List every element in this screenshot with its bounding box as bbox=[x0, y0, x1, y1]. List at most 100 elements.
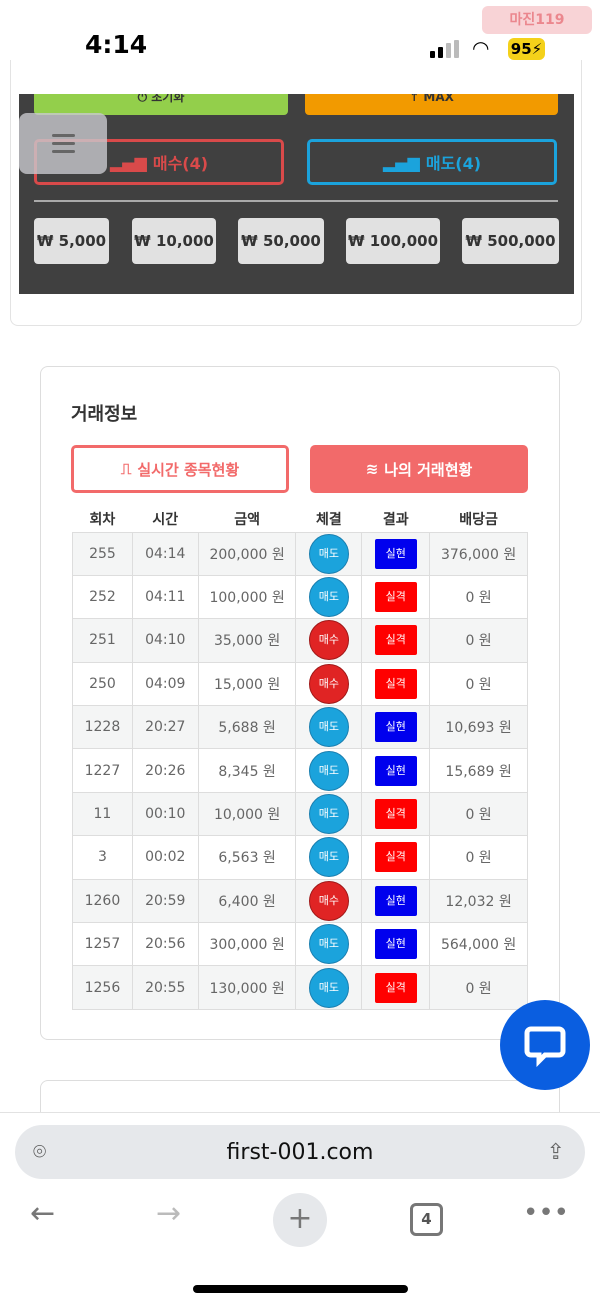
table-cell: 6,563 원 bbox=[197, 835, 297, 880]
watermark-logo: 마진119 bbox=[482, 6, 592, 34]
battery-level: 95 bbox=[510, 40, 532, 58]
side-badge: 매수 bbox=[308, 880, 349, 921]
cell-value: 3 bbox=[97, 849, 107, 866]
table-cell: 04:10 bbox=[131, 618, 199, 663]
cell-value: 564,000 원 bbox=[440, 937, 517, 954]
column-header: 결과 bbox=[382, 511, 409, 528]
cell-value: 10,693 원 bbox=[445, 720, 512, 737]
lens-icon[interactable]: ⌾ bbox=[33, 1139, 47, 1165]
home-indicator bbox=[193, 1285, 408, 1293]
cell-value: 00:10 bbox=[145, 806, 186, 823]
cell-value: 100,000 원 bbox=[209, 590, 285, 607]
cell-value: 11 bbox=[93, 806, 112, 823]
column-header: 금액 bbox=[234, 511, 260, 528]
waves-icon: ≋ bbox=[365, 460, 379, 478]
table-cell: 실격 bbox=[361, 791, 431, 837]
cell-value: 04:09 bbox=[145, 675, 186, 692]
divider bbox=[34, 200, 558, 202]
menu-button[interactable] bbox=[19, 113, 107, 174]
table-cell: 250 bbox=[72, 661, 133, 707]
column-header: 배당금 bbox=[459, 511, 498, 528]
cell-value: 10,000 원 bbox=[213, 807, 281, 824]
cell-value: 20:27 bbox=[145, 719, 186, 736]
result-badge: 실격 bbox=[374, 668, 417, 699]
sell-button[interactable]: ▂▄▆ 매도(4) bbox=[307, 139, 557, 185]
amount-button-10000[interactable]: ₩ 10,000 bbox=[132, 218, 216, 264]
share-icon[interactable]: ⇪ bbox=[546, 1139, 565, 1165]
table-cell: 10,693 원 bbox=[429, 705, 528, 750]
table-cell: 04:14 bbox=[131, 531, 199, 576]
new-tab-icon[interactable]: + bbox=[273, 1193, 327, 1247]
cell-value: 1228 bbox=[84, 719, 121, 736]
battery-indicator: 95⚡ bbox=[508, 38, 545, 60]
side-badge: 매수 bbox=[308, 663, 349, 704]
table-cell: 실현 bbox=[361, 878, 431, 924]
side-badge: 매도 bbox=[308, 794, 349, 835]
amount-button-50000[interactable]: ₩ 50,000 bbox=[238, 218, 324, 264]
table-cell: 100,000 원 bbox=[197, 574, 297, 620]
buy-label: 매수(4) bbox=[152, 154, 209, 173]
signal-bars-icon: ▂▄▆ bbox=[109, 152, 147, 172]
column-header: 시간 bbox=[152, 511, 179, 528]
trade-panel-card bbox=[10, 60, 582, 326]
cell-value: 255 bbox=[89, 545, 116, 562]
table-cell: 8,345 원 bbox=[197, 748, 297, 793]
table-cell: 매도 bbox=[295, 531, 363, 576]
table-cell: 1260 bbox=[72, 878, 133, 924]
table-cell: 1227 bbox=[72, 748, 133, 793]
cell-value: 1227 bbox=[84, 762, 121, 779]
cell-value: 130,000 원 bbox=[209, 980, 285, 997]
table-row: 255 04:14 200,000 원 매도 실현 376,000 원 bbox=[72, 531, 528, 576]
table-cell: 0 원 bbox=[429, 661, 528, 707]
tabs-button[interactable]: 4 bbox=[410, 1203, 443, 1236]
table-row: 1260 20:59 6,400 원 매수 실현 12,032 원 bbox=[72, 878, 528, 924]
table-cell: 10,000 원 bbox=[197, 791, 297, 837]
cell-value: 1260 bbox=[84, 892, 121, 909]
forward-icon[interactable]: → bbox=[156, 1196, 182, 1231]
hamburger-icon bbox=[51, 134, 75, 137]
table-cell: 1228 bbox=[72, 705, 133, 750]
cell-value: 1257 bbox=[84, 936, 121, 953]
section-title: 거래정보 bbox=[71, 404, 138, 425]
table-row: 1228 20:27 5,688 원 매도 실현 10,693 원 bbox=[72, 705, 528, 750]
url-text: first-001.com bbox=[226, 1139, 374, 1165]
tab-my-trades[interactable]: ≋ 나의 거래현황 bbox=[310, 445, 528, 493]
table-cell: 실격 bbox=[361, 661, 431, 707]
table-cell: 실격 bbox=[361, 618, 431, 663]
more-icon[interactable]: ••• bbox=[523, 1198, 570, 1228]
cell-value: 12,032 원 bbox=[445, 893, 512, 910]
chat-button[interactable] bbox=[500, 1000, 590, 1090]
table-row: 1227 20:26 8,345 원 매도 실현 15,689 원 bbox=[72, 748, 528, 793]
cell-value: 0 원 bbox=[465, 676, 492, 693]
cell-value: 00:02 bbox=[145, 849, 186, 866]
reset-button[interactable]: ⏻ 초기화 bbox=[34, 94, 288, 115]
table-cell: 매도 bbox=[295, 835, 363, 880]
address-bar[interactable]: ⌾ first-001.com ⇪ bbox=[15, 1125, 585, 1179]
cell-value: 04:14 bbox=[145, 545, 186, 562]
cell-value: 6,400 원 bbox=[218, 893, 276, 910]
table-cell: 1257 bbox=[72, 922, 133, 967]
table-cell: 3 bbox=[72, 835, 133, 880]
table-cell: 300,000 원 bbox=[197, 922, 297, 967]
cell-value: 0 원 bbox=[465, 980, 492, 997]
table-cell: 실격 bbox=[361, 574, 431, 620]
amount-button-5000[interactable]: ₩ 5,000 bbox=[34, 218, 109, 264]
table-cell: 매수 bbox=[295, 661, 363, 707]
side-badge: 매도 bbox=[308, 837, 349, 878]
cell-value: 250 bbox=[89, 675, 116, 692]
cell-value: 1256 bbox=[84, 979, 121, 996]
table-cell: 20:26 bbox=[131, 748, 199, 793]
amount-button-500000[interactable]: ₩ 500,000 bbox=[462, 218, 559, 264]
max-button[interactable]: ↑ MAX bbox=[305, 94, 558, 115]
cell-value: 20:55 bbox=[145, 979, 186, 996]
chat-bubble-icon bbox=[524, 1026, 566, 1067]
table-cell: 실현 bbox=[361, 922, 431, 967]
table-cell: 255 bbox=[72, 531, 133, 576]
amount-button-100000[interactable]: ₩ 100,000 bbox=[346, 218, 440, 264]
cell-value: 6,563 원 bbox=[218, 850, 276, 867]
back-icon[interactable]: ← bbox=[30, 1196, 56, 1231]
result-badge: 실현 bbox=[374, 755, 417, 786]
tab-realtime-status[interactable]: ⎍ 실시간 종목현황 bbox=[71, 445, 289, 493]
table-cell: 564,000 원 bbox=[429, 922, 528, 967]
table-cell: 130,000 원 bbox=[197, 965, 297, 1010]
